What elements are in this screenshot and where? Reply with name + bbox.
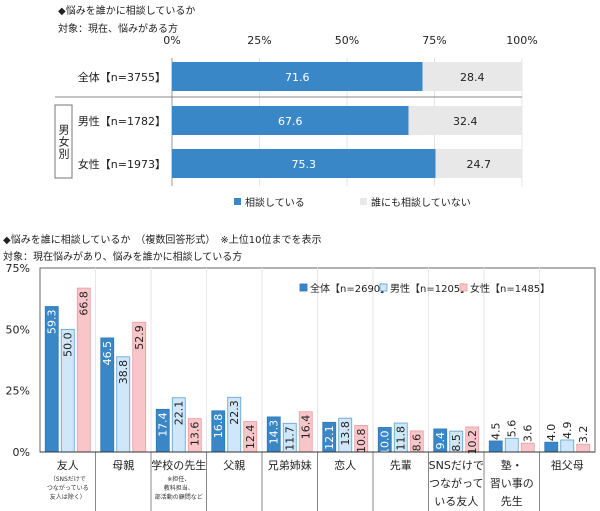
bar-segment [435,149,522,178]
category-label: SNSだけで [429,459,484,472]
data-label: 67.6 [278,115,303,128]
data-label: 17.4 [157,412,170,437]
data-label: 4.0 [545,424,558,442]
bar [576,443,591,453]
bar [504,437,519,453]
category-label: 恋人 [334,458,356,472]
data-label: 3.6 [522,425,535,443]
x-tick-label: 100% [506,34,537,47]
bar-segment [422,62,522,91]
category-label: 兄弟姉妹 [268,458,312,472]
y-tick-label: 75% [6,262,30,275]
y-tick-label: 25% [6,385,30,398]
data-label: 16.8 [212,414,225,439]
bar-segment [172,62,423,91]
category-label: 男性【n=1782】 [78,114,166,128]
data-label: 46.5 [101,341,114,366]
legend-label: 男性【n=1205】 [390,282,470,295]
data-label: 3.2 [577,426,590,444]
bar [544,441,559,453]
data-label: 14.3 [268,420,281,445]
data-label: 16.4 [300,415,313,440]
data-label: 8.6 [411,434,424,452]
category-label: 学校の先生 [151,458,206,472]
legend-label: 相談している [245,196,305,209]
category-note-line: つながっている [47,484,89,492]
legend-swatch [234,198,241,205]
legend-swatch [360,198,367,205]
legend-label: 女性【n=1485】 [470,282,550,295]
data-label: 4.9 [561,421,574,439]
group-box [54,104,73,179]
data-label: 71.6 [285,71,310,84]
data-label: 38.8 [117,360,130,385]
data-label: 11.7 [284,426,297,451]
legend-label: 全体【n=2690】 [310,282,390,295]
data-label: 32.4 [453,115,478,128]
y-tick-label: 50% [6,323,30,336]
chart2-title: ◆悩みを誰に相談しているか （複数回答形式） ※上位10位までを表示 [3,235,322,246]
data-label: 10.0 [379,430,392,455]
bar-segment [408,106,522,135]
data-label: 59.3 [46,310,59,335]
category-label: 先生 [501,494,523,508]
data-label: 12.1 [323,425,336,450]
category-label: 友人 [57,458,79,472]
legend-swatch [459,283,468,292]
legend-label: 誰にも相談していない [371,196,471,209]
data-label: 13.8 [339,421,352,446]
category-label: 祖父母 [551,458,584,472]
data-label: 10.8 [355,429,368,454]
category-label: 全体【n=3755】 [78,70,166,84]
y-tick-label: 0% [13,446,30,459]
category-label: 女性【n=1973】 [78,157,166,171]
category-label: いる友人 [434,494,478,508]
category-label: 母親 [112,459,134,472]
category-note-line: 教科担当、 [164,484,194,492]
category-label: 先輩 [390,458,412,472]
x-tick-label: 25% [247,34,271,47]
data-label: 13.6 [189,422,202,447]
data-label: 9.4 [434,432,447,450]
data-label: 22.1 [173,401,186,426]
chart2-subtitle: 対象：現在悩みがあり、悩みを誰かに相談している方 [3,252,243,263]
x-tick-label: 50% [335,34,359,47]
data-label: 5.6 [506,420,519,438]
category-note-line: 部活動の顧問など [155,493,203,501]
category-note-line: ※担任、 [167,475,190,483]
x-tick-label: 75% [422,34,446,47]
data-label: 75.3 [292,158,317,171]
category-note-line: 友人は除く） [50,493,86,501]
bar [560,439,575,453]
bar-segment [172,106,409,135]
data-label: 10.2 [466,430,479,455]
bar-segment [172,149,436,178]
category-label: 父親 [223,459,245,472]
data-label: 8.5 [450,434,463,452]
chart1-subtitle: 対象：現在、悩みがある方 [58,24,178,35]
data-label: 11.8 [395,426,408,451]
category-label: 塾・ [501,458,523,472]
data-label: 22.3 [228,400,241,425]
legend-swatch [379,283,388,292]
data-label: 52.9 [133,325,146,350]
data-label: 12.4 [244,425,257,450]
data-label: 24.7 [467,158,492,171]
category-label: 習い事の [490,477,534,490]
x-tick-label: 0% [163,34,180,47]
legend-swatch [299,283,308,292]
data-label: 28.4 [460,71,485,84]
bar [520,442,535,453]
data-label: 66.8 [78,291,91,316]
group-label: 男女別 [57,123,70,160]
data-label: 4.5 [490,422,503,440]
category-label: つながって [429,476,483,490]
data-label: 50.0 [62,332,75,357]
category-note-line: （SNSだけで [50,476,86,483]
chart1-title: ◆悩みを誰かに相談しているか [58,6,196,17]
bar [488,440,503,453]
